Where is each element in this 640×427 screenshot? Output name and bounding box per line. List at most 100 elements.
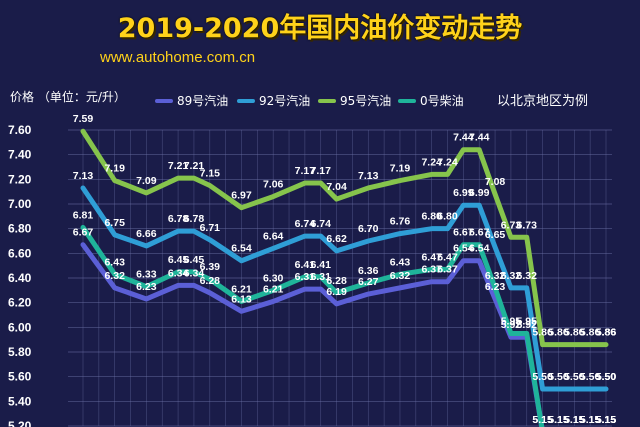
data-label: 5.86: [596, 327, 617, 339]
data-label: 6.67: [73, 227, 94, 239]
chart-title: 2019-2020年国内油价变动走势: [117, 13, 523, 44]
data-label: 6.47: [437, 251, 458, 263]
legend-label-95: 95号汽油: [340, 94, 392, 108]
y-tick-label: 7.20: [8, 172, 32, 186]
y-tick-label: 7.00: [8, 197, 32, 211]
data-label: 6.31: [295, 271, 316, 283]
data-label: 7.13: [73, 170, 94, 182]
data-label: 5.15: [596, 414, 617, 426]
data-label: 6.37: [437, 264, 458, 276]
data-label: 5.50: [596, 371, 617, 383]
legend-swatch-0: [398, 98, 416, 103]
data-label: 5.50: [596, 371, 617, 383]
data-label: 6.32: [104, 270, 125, 282]
data-label: 5.92: [517, 319, 538, 331]
series-line-2: [80, 128, 609, 348]
data-label: 6.65: [485, 229, 506, 241]
data-label: 6.28: [200, 275, 221, 287]
data-label: 7.17: [311, 165, 332, 177]
data-label: 6.34: [168, 267, 189, 279]
data-label: 6.21: [263, 283, 284, 295]
data-label: 7.06: [263, 179, 284, 191]
data-label: 6.97: [231, 190, 252, 202]
data-label: 5.95: [501, 316, 522, 328]
data-label: 6.39: [200, 261, 221, 273]
y-tick-label: 7.60: [8, 123, 32, 137]
data-label: 5.15: [596, 414, 617, 426]
data-label: 6.78: [184, 213, 205, 225]
legend-label-0: 0号柴油: [420, 94, 464, 108]
data-label: 5.15: [548, 414, 569, 426]
data-label: 6.74: [311, 218, 332, 230]
data-label: 5.15: [548, 414, 569, 426]
series-line-1: [80, 185, 609, 392]
data-label: 6.45: [168, 254, 189, 266]
data-label: 6.73: [501, 219, 522, 231]
y-tick-label: 6.20: [8, 296, 32, 310]
data-label: 5.15: [564, 414, 585, 426]
legend-swatch-89: [155, 98, 173, 103]
data-label: 6.21: [231, 283, 252, 295]
data-label: 6.54: [469, 243, 490, 255]
data-label: 5.50: [548, 371, 569, 383]
data-label: 6.99: [469, 187, 490, 199]
data-label: 7.24: [421, 156, 442, 168]
data-label: 5.50: [564, 371, 585, 383]
data-label: 6.81: [73, 209, 94, 221]
data-label: 6.32: [485, 270, 506, 282]
y-tick-label: 5.60: [8, 370, 32, 384]
data-label: 5.15: [596, 414, 617, 426]
data-label: 7.08: [485, 176, 506, 188]
data-label: 6.43: [390, 256, 411, 268]
data-label: 6.71: [200, 222, 221, 234]
data-label: 6.30: [263, 272, 284, 284]
y-tick-label: 5.40: [8, 394, 32, 408]
data-label: 6.28: [326, 275, 347, 287]
data-label: 6.62: [326, 233, 347, 245]
data-label: 6.34: [184, 267, 205, 279]
y-axis-label: 价格 （单位：元/升）: [10, 90, 126, 104]
data-label: 6.66: [136, 228, 157, 240]
y-tick-label: 5.20: [8, 419, 32, 427]
data-label: 6.23: [136, 281, 157, 293]
data-label: 7.21: [168, 160, 189, 172]
data-label: 5.15: [564, 414, 585, 426]
data-label: 6.99: [453, 187, 474, 199]
data-label: 7.09: [136, 175, 157, 187]
data-label: 6.32: [501, 270, 522, 282]
data-label: 5.15: [596, 414, 617, 426]
legend-label-92: 92号汽油: [259, 94, 311, 108]
data-label: 5.95: [517, 316, 538, 328]
data-label: 5.15: [532, 414, 553, 426]
data-label: 6.32: [517, 270, 538, 282]
data-label: 6.75: [104, 217, 125, 229]
data-label: 7.15: [200, 168, 221, 180]
data-label: 7.24: [437, 156, 458, 168]
data-label: 6.67: [453, 227, 474, 239]
data-label: 7.44: [469, 132, 490, 144]
data-label: 6.80: [437, 211, 458, 223]
data-label: 6.23: [485, 281, 506, 293]
data-label: 7.13: [358, 170, 379, 182]
data-label: 5.50: [532, 371, 553, 383]
series-line-3: [80, 224, 545, 427]
legend-swatch-95: [318, 98, 336, 103]
chart-subtitle: www.autohome.com.cn: [100, 49, 256, 66]
y-tick-label: 6.00: [8, 320, 32, 334]
data-label: 5.15: [580, 414, 601, 426]
data-label: 6.13: [231, 293, 252, 305]
y-tick-label: 5.80: [8, 345, 32, 359]
legend-item-95: 95号汽油: [318, 92, 391, 109]
y-tick-label: 6.60: [8, 246, 32, 260]
data-label: 5.50: [596, 371, 617, 383]
data-label: 7.44: [453, 132, 474, 144]
data-label: 5.86: [564, 327, 585, 339]
data-label: 7.19: [104, 163, 125, 175]
y-tick-label: 6.40: [8, 271, 32, 285]
data-label: 6.41: [295, 259, 316, 271]
data-label: 6.37: [421, 264, 442, 276]
data-label: 6.70: [358, 223, 379, 235]
legend-label-89: 89号汽油: [177, 94, 229, 108]
